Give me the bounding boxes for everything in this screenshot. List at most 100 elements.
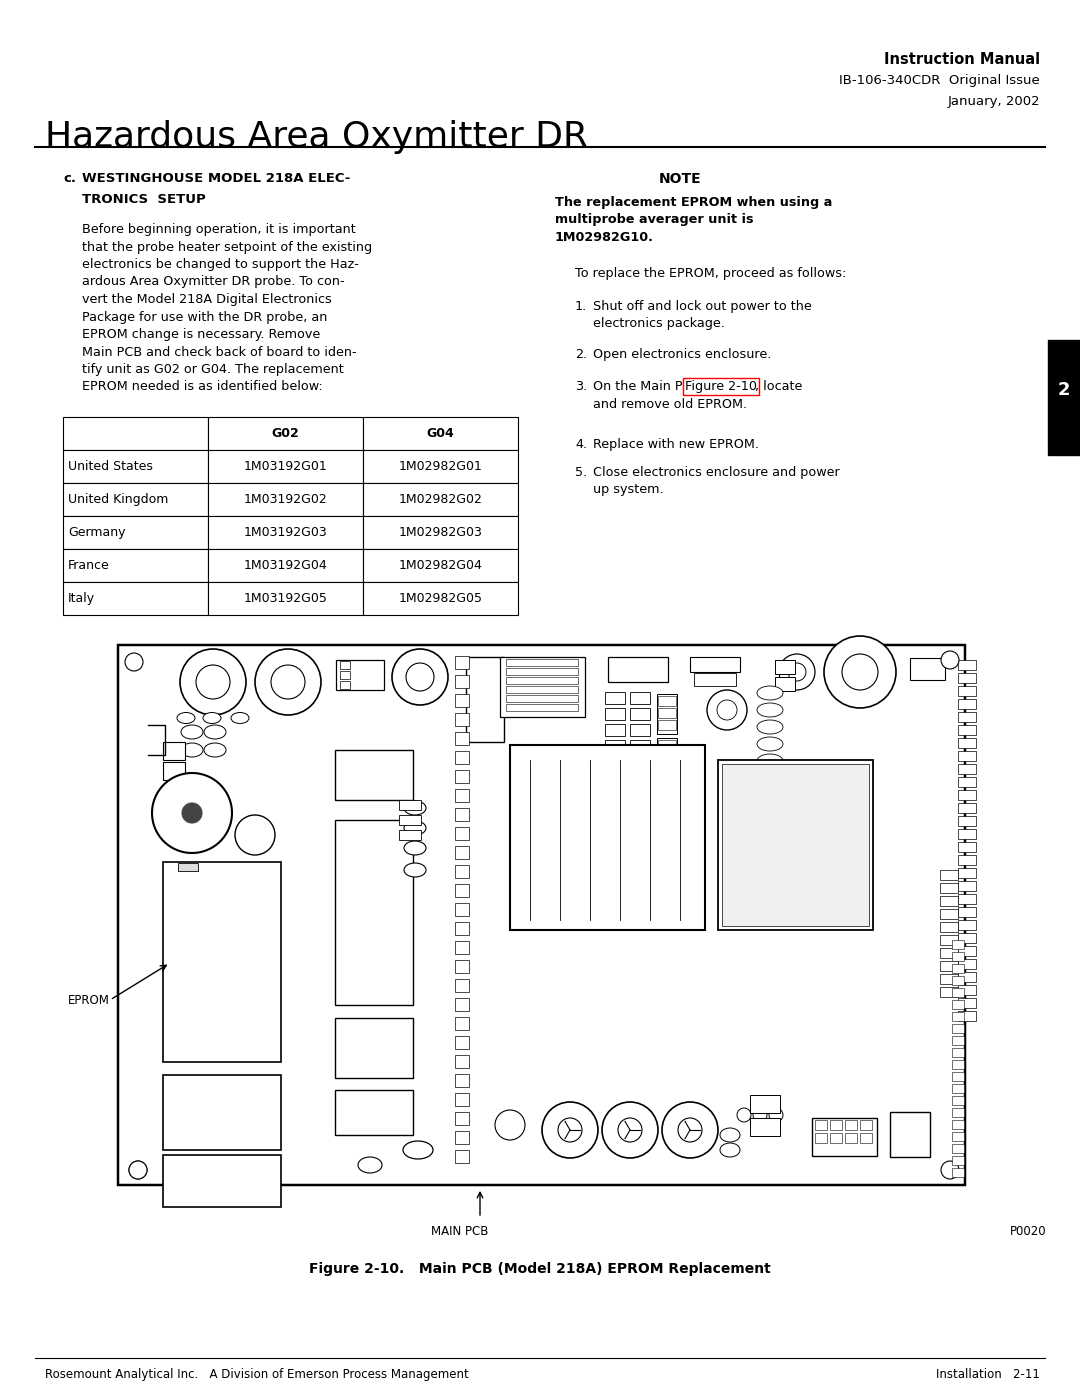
Bar xyxy=(455,1017,469,1030)
Bar xyxy=(63,483,208,515)
Bar xyxy=(958,882,976,891)
Bar xyxy=(363,450,518,483)
Bar xyxy=(335,1090,413,1134)
Circle shape xyxy=(753,1108,767,1122)
Bar xyxy=(951,1132,964,1141)
Text: NOTE: NOTE xyxy=(659,172,701,186)
Bar xyxy=(958,958,976,970)
Text: 1M03192G03: 1M03192G03 xyxy=(244,527,327,539)
Circle shape xyxy=(542,1102,598,1158)
Bar xyxy=(958,725,976,735)
Circle shape xyxy=(505,665,515,675)
Bar xyxy=(815,1120,827,1130)
Bar xyxy=(455,1132,469,1144)
Bar xyxy=(605,708,625,719)
Circle shape xyxy=(129,1161,147,1179)
Bar xyxy=(455,979,469,992)
Bar xyxy=(940,922,958,932)
Ellipse shape xyxy=(181,725,203,739)
Ellipse shape xyxy=(177,712,195,724)
Text: 1M03192G01: 1M03192G01 xyxy=(244,460,327,474)
Bar xyxy=(507,678,578,685)
Bar xyxy=(951,951,964,961)
Circle shape xyxy=(717,700,737,719)
Text: ardous Area Oxymitter DR probe. To con-: ardous Area Oxymitter DR probe. To con- xyxy=(82,275,345,289)
Text: Hazardous Area Oxymitter DR: Hazardous Area Oxymitter DR xyxy=(45,120,588,154)
Bar xyxy=(399,830,421,840)
Ellipse shape xyxy=(181,743,203,757)
Bar xyxy=(658,764,676,774)
Bar xyxy=(940,935,958,944)
Bar xyxy=(958,803,976,813)
Ellipse shape xyxy=(204,743,226,757)
Bar xyxy=(958,764,976,774)
Bar xyxy=(208,515,363,549)
Bar xyxy=(455,865,469,877)
Text: electronics be changed to support the Haz-: electronics be changed to support the Ha… xyxy=(82,258,359,271)
Bar xyxy=(208,549,363,583)
Bar xyxy=(951,940,964,949)
Text: G02: G02 xyxy=(272,427,299,440)
Circle shape xyxy=(129,1161,147,1179)
Text: c.: c. xyxy=(63,172,76,184)
Circle shape xyxy=(779,654,815,690)
Bar xyxy=(340,680,350,689)
Text: MAIN PCB: MAIN PCB xyxy=(431,1225,488,1238)
Bar xyxy=(958,698,976,710)
Bar xyxy=(951,1000,964,1009)
Bar xyxy=(163,761,185,780)
Bar xyxy=(951,964,964,972)
Bar xyxy=(958,712,976,722)
Text: 1M02982G05: 1M02982G05 xyxy=(399,592,483,605)
Bar xyxy=(951,1011,964,1021)
Bar xyxy=(940,949,958,958)
Ellipse shape xyxy=(231,712,249,724)
Bar xyxy=(630,692,650,704)
Bar xyxy=(958,972,976,982)
Bar xyxy=(958,921,976,930)
Text: EPROM needed is as identified below:: EPROM needed is as identified below: xyxy=(82,380,323,394)
Text: January, 2002: January, 2002 xyxy=(947,95,1040,108)
Bar xyxy=(958,946,976,956)
Bar xyxy=(958,777,976,787)
Text: 5.: 5. xyxy=(575,467,588,479)
Bar xyxy=(63,416,208,450)
Circle shape xyxy=(707,690,747,731)
Bar xyxy=(500,657,585,717)
Bar xyxy=(860,1133,872,1143)
Bar xyxy=(958,842,976,852)
Circle shape xyxy=(769,1108,783,1122)
Text: P0020: P0020 xyxy=(1010,1225,1047,1238)
Bar xyxy=(940,988,958,997)
Text: Installation   2-11: Installation 2-11 xyxy=(936,1368,1040,1382)
Bar xyxy=(163,742,185,760)
Bar xyxy=(455,902,469,916)
Bar xyxy=(455,1150,469,1162)
Circle shape xyxy=(125,652,143,671)
Bar xyxy=(958,933,976,943)
Bar xyxy=(455,712,469,726)
Text: Germany: Germany xyxy=(68,527,125,539)
Bar xyxy=(465,657,504,742)
Text: and remove old EPROM.: and remove old EPROM. xyxy=(593,398,747,411)
Bar xyxy=(958,659,976,671)
Bar xyxy=(940,909,958,919)
Ellipse shape xyxy=(404,841,426,855)
Circle shape xyxy=(662,1102,718,1158)
Bar xyxy=(363,515,518,549)
Circle shape xyxy=(406,664,434,692)
Bar xyxy=(363,549,518,583)
Bar xyxy=(723,764,869,926)
Bar xyxy=(455,732,469,745)
Bar xyxy=(951,1155,964,1165)
Bar xyxy=(163,1076,281,1150)
Bar xyxy=(845,1133,858,1143)
Text: The replacement EPROM when using a: The replacement EPROM when using a xyxy=(555,196,833,210)
Bar xyxy=(694,673,735,686)
Bar xyxy=(455,807,469,821)
Bar xyxy=(630,708,650,719)
Bar xyxy=(657,780,677,805)
Bar xyxy=(951,1097,964,1105)
Bar xyxy=(690,657,740,672)
Text: 2.: 2. xyxy=(575,348,588,360)
